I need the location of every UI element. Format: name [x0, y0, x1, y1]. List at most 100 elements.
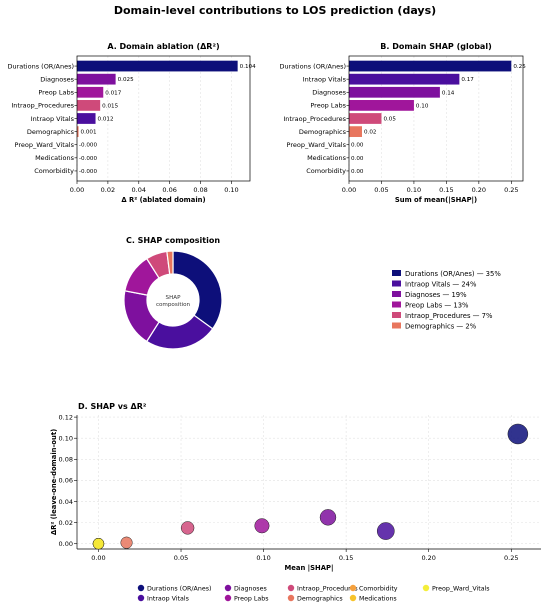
x-tick-label: 0.25 — [504, 554, 518, 562]
legend-marker-preop-labs — [224, 594, 232, 602]
panel-b-shap-bar-chart: B. Domain SHAP (global) 0.00 0.05 0.10 0.15 0… — [279, 42, 526, 205]
data-label: 0.015 — [102, 103, 118, 109]
y-tick-label: Intraop Vitals — [303, 75, 347, 83]
slice-demographics — [166, 250, 174, 275]
legend-label: Intraop_Procedures — 7% — [405, 312, 493, 320]
legend-label: Intraop Vitals — [147, 595, 189, 602]
y-tick-label: 0.04 — [59, 498, 73, 506]
y-tick-label: Diagnoses — [40, 75, 74, 83]
point-demographics — [120, 536, 133, 549]
bar-preop-labs — [77, 86, 104, 98]
x-tick-label: 0.08 — [193, 186, 207, 194]
y-tick-label: Comorbidity — [34, 167, 74, 175]
x-tick-label: 0.04 — [132, 186, 146, 194]
x-tick-label: 0.05 — [174, 554, 188, 562]
bar-durations-or-anes — [77, 60, 238, 72]
x-axis-label: Δ R² (ablated domain) — [121, 196, 205, 204]
bar-intraop-vitals — [349, 73, 460, 85]
legend-label: Durations (OR/Anes) — 35% — [405, 270, 501, 278]
data-label: 0.017 — [105, 90, 121, 96]
legend-label: Diagnoses — [234, 585, 267, 592]
legend-label: Preop Labs — 13% — [405, 301, 469, 309]
data-label: 0.00 — [351, 169, 364, 175]
x-axis-label: Mean |SHAP| — [285, 564, 334, 573]
legend-label: Medications — [359, 595, 397, 602]
bar-intraop-vitals — [77, 113, 96, 124]
y-tick-label: 0.08 — [59, 456, 73, 464]
y-tick-label: Intraop Vitals — [31, 115, 75, 123]
bar-preop-labs — [349, 100, 414, 111]
y-tick-label: Durations (OR/Anes) — [7, 62, 74, 70]
x-tick-label: 0.10 — [224, 186, 238, 194]
bar-diagnoses — [349, 86, 440, 98]
legend-label: Demographics — [297, 595, 343, 602]
data-label: 0.02 — [364, 130, 376, 136]
y-tick-label: Preop_Ward_Vitals — [15, 141, 75, 149]
legend-marker-preop-ward-vitals — [422, 584, 430, 592]
legend-label: Intraop_Procedures — [297, 585, 358, 592]
data-label: 0.00 — [351, 143, 364, 149]
axes-frame — [76, 55, 251, 182]
y-tick-label: Preop Labs — [310, 102, 346, 110]
legend-marker-comorbidity — [349, 584, 357, 592]
legend-label: Preop_Ward_Vitals — [432, 585, 490, 592]
data-label: -0.000 — [79, 169, 97, 175]
y-tick-label: Intraop_Procedures — [283, 115, 346, 123]
legend-marker-medications — [349, 594, 357, 602]
legend-swatch-diagnoses — [392, 291, 401, 297]
legend-marker-intraop-procedures — [287, 584, 295, 592]
x-tick-label: 0.10 — [256, 554, 270, 562]
legend-label: Durations (OR/Anes) — [147, 585, 211, 592]
y-tick-label: 0.10 — [59, 435, 73, 443]
legend-label: Diagnoses — 19% — [405, 291, 467, 299]
y-tick-label: Demographics — [27, 128, 75, 136]
data-label: 0.14 — [442, 90, 455, 96]
slice-durations-or-anes — [172, 250, 223, 330]
y-tick-label: 0.12 — [59, 413, 73, 421]
y-axis-label: ΔR² (leave-one-domain-out) — [50, 429, 58, 535]
y-tick-label: Preop_Ward_Vitals — [287, 141, 347, 149]
donut-center-label: SHAP — [166, 295, 182, 301]
data-label: -0.000 — [79, 143, 97, 149]
data-label: 0.10 — [416, 103, 429, 109]
x-tick-label: 0.15 — [439, 186, 453, 194]
panel-title: A. Domain ablation (ΔR²) — [107, 42, 219, 51]
data-label: 0.012 — [98, 117, 114, 123]
data-label: 0.001 — [81, 130, 97, 136]
legend-marker-intraop-vitals — [137, 594, 145, 602]
legend-marker-diagnoses — [224, 584, 232, 592]
legend-swatch-preop-labs — [392, 301, 401, 308]
data-label: 0.25 — [513, 64, 526, 70]
x-tick-label: 0.10 — [407, 186, 421, 194]
x-tick-label: 0.00 — [70, 186, 84, 194]
x-axis-label: Sum of mean(|SHAP|) — [395, 196, 477, 205]
x-tick-label: 0.00 — [342, 186, 356, 194]
legend-marker-durations-or-anes — [137, 584, 145, 592]
panel-title: C. SHAP composition — [126, 236, 220, 245]
y-tick-label: Medications — [307, 154, 347, 162]
x-tick-label: 0.05 — [374, 186, 388, 194]
y-tick-label: Comorbidity — [306, 167, 346, 175]
legend-marker-demographics — [287, 594, 295, 602]
data-label: 0.05 — [383, 117, 396, 123]
bar-intraop-procedures — [77, 100, 101, 111]
bar-demographics — [349, 126, 362, 137]
figure-suptitle: Domain-level contributions to LOS predic… — [114, 4, 436, 17]
y-tick-label: 0.06 — [59, 477, 73, 485]
y-tick-label: 0.00 — [59, 540, 73, 548]
legend-swatch-intraop-vitals — [392, 280, 401, 287]
point-durations-or-anes — [507, 423, 529, 445]
legend-swatch-demographics — [392, 322, 401, 329]
bar-demographics — [77, 126, 79, 137]
x-tick-label: 0.00 — [91, 554, 105, 562]
x-tick-label: 0.20 — [421, 554, 435, 562]
legend-label: Demographics — 2% — [405, 322, 477, 330]
bar-diagnoses — [77, 73, 116, 85]
data-label: 0.17 — [461, 77, 474, 83]
panel-a-ablation-bar-chart: A. Domain ablation (ΔR²) 0.00 0.02 0.04 0.06… — [7, 42, 256, 204]
panel-title: B. Domain SHAP (global) — [380, 42, 491, 51]
y-tick-label: Preop Labs — [38, 89, 74, 97]
y-tick-label: 0.02 — [59, 519, 73, 527]
y-tick-label: Durations (OR/Anes) — [279, 62, 346, 70]
